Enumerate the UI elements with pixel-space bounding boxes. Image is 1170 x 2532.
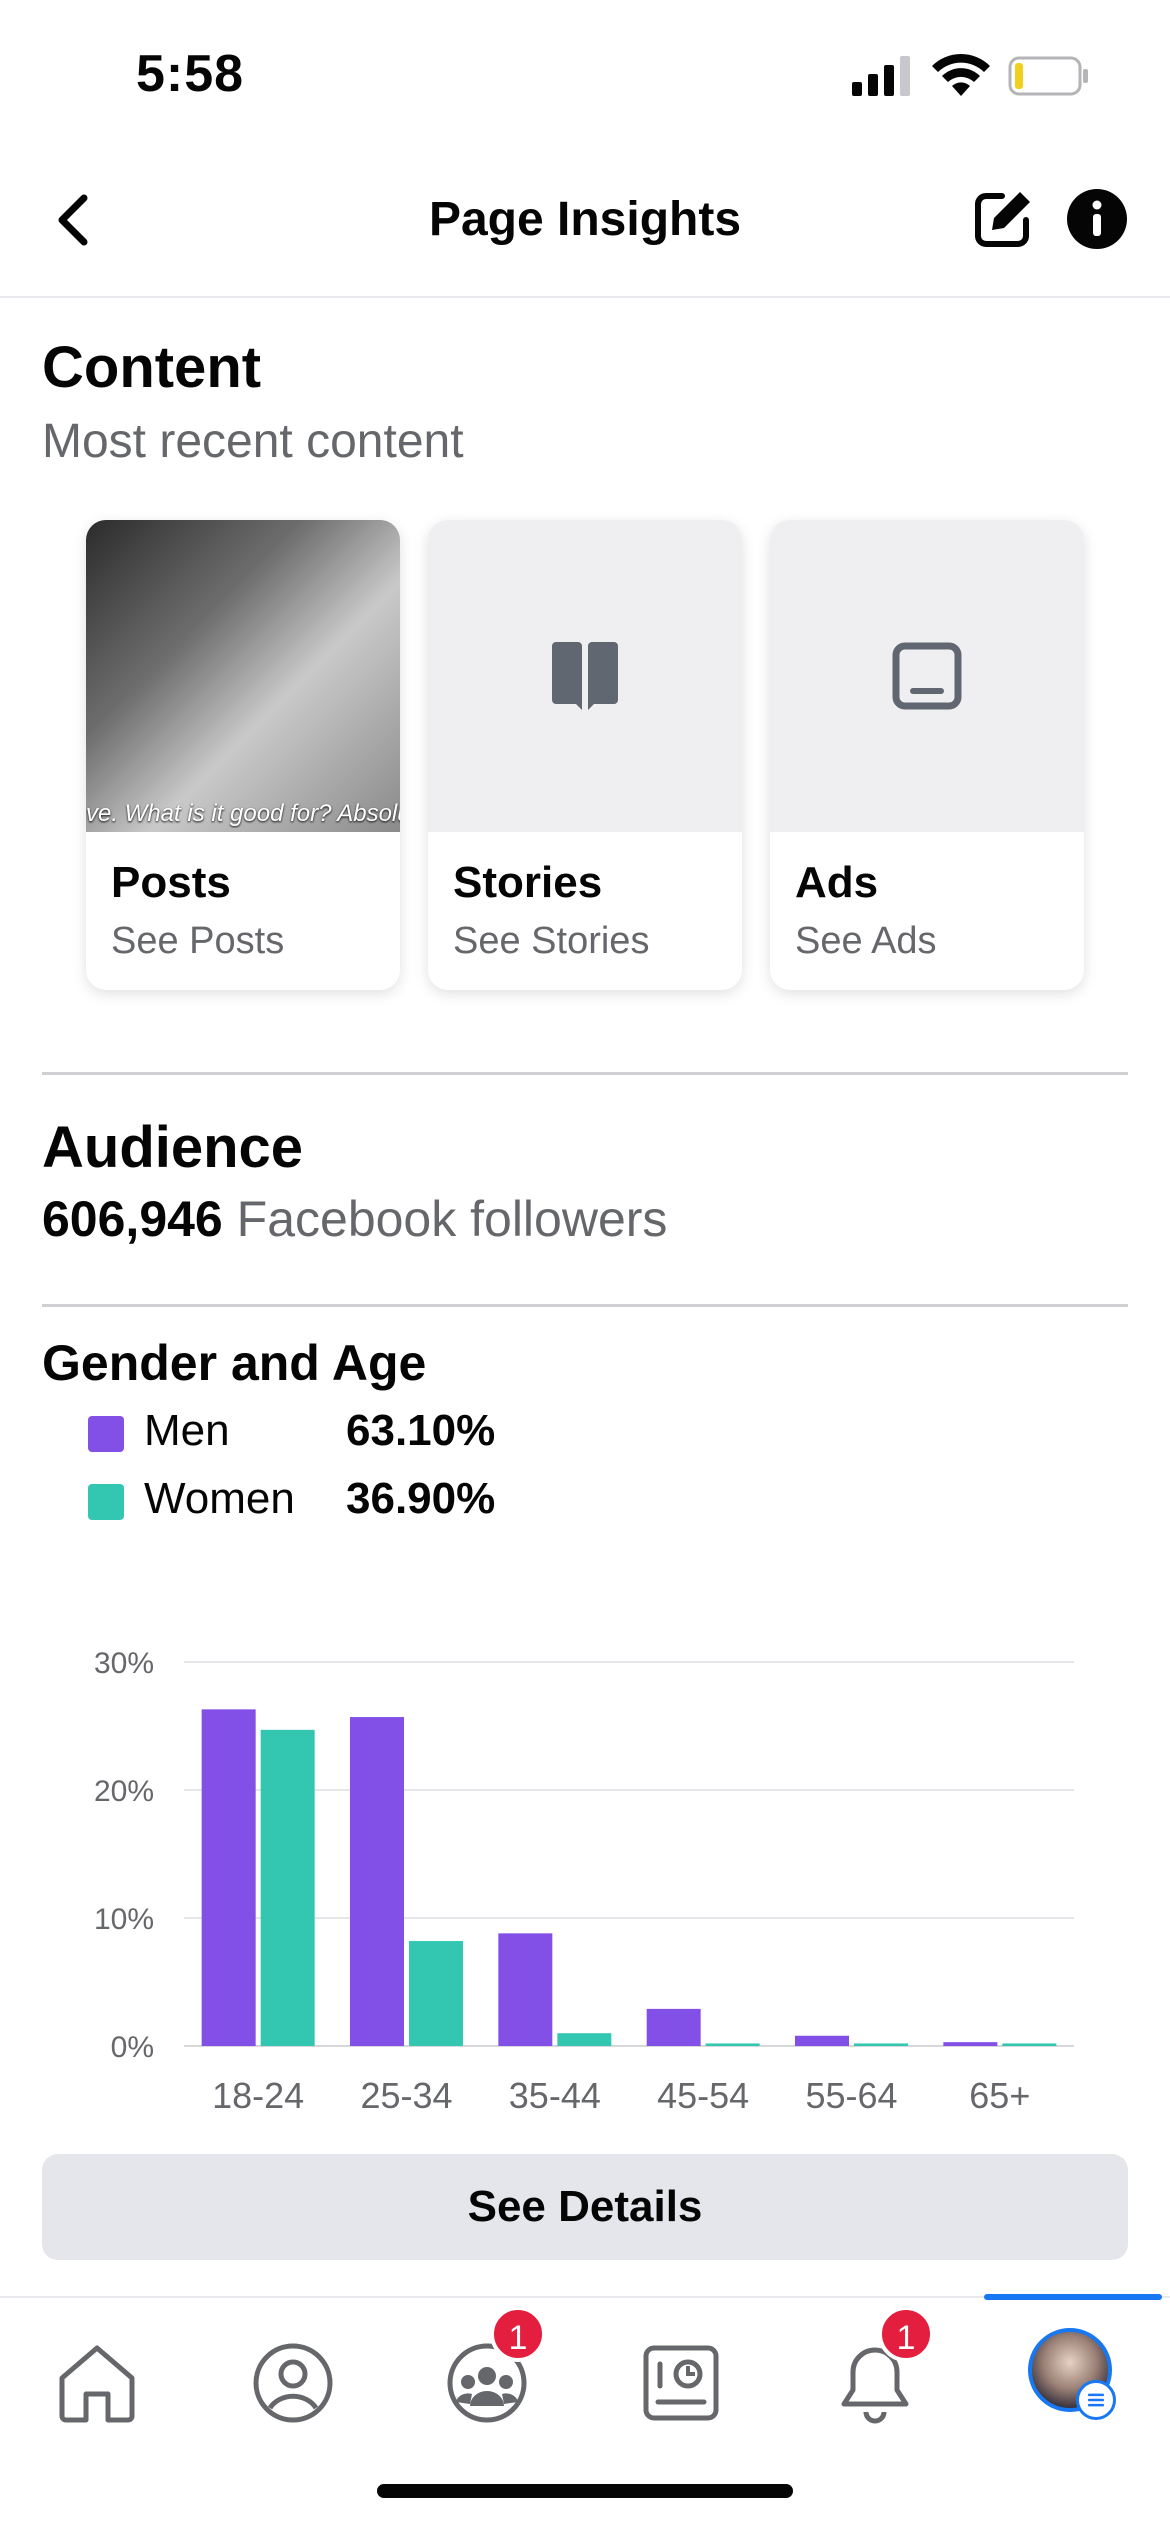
post-thumbnail-caption: ve. What is it good for? Absolu — [86, 800, 400, 827]
post-thumbnail: ve. What is it good for? Absolu — [86, 520, 400, 832]
gender-age-title: Gender and Age — [42, 1335, 427, 1391]
legend-value-women: 36.90% — [346, 1474, 496, 1523]
chart-bar-women-45-54[interactable] — [705, 2043, 760, 2046]
stories-card-link[interactable]: See Stories — [453, 920, 650, 962]
ads-card-link[interactable]: See Ads — [795, 920, 937, 962]
followers-count: 606,946 — [42, 1191, 223, 1247]
content-section-title: Content — [42, 335, 262, 400]
gender-age-bar-chart: 0% 10% 20% 30% 18-24 25-34 35-44 45-54 55-64 65+ — [94, 1647, 1074, 2116]
stories-card[interactable]: Stories See Stories — [428, 520, 742, 990]
ads-thumbnail — [770, 520, 1084, 832]
stories-card-title: Stories — [453, 858, 603, 907]
posts-card-link[interactable]: See Posts — [111, 920, 285, 962]
chart-bar-men-18-24[interactable] — [201, 1709, 256, 2046]
followers-summary: 606,946 Facebook followers — [42, 1190, 667, 1248]
chart-y-tick-label: 10% — [94, 1903, 154, 1936]
chart-bar-women-18-24[interactable] — [260, 1729, 315, 2046]
gender-age-chart: 0% 10% 20% 30% 18-24 25-34 35-44 45-54 55-64 65+ — [0, 1600, 1170, 2140]
battery-icon — [1008, 56, 1088, 96]
section-divider — [42, 1072, 1128, 1075]
audience-section-title: Audience — [42, 1115, 304, 1180]
back-arrow-icon[interactable] — [48, 190, 96, 250]
ads-card[interactable]: Ads See Ads — [770, 520, 1084, 990]
active-tab-indicator — [984, 2294, 1162, 2300]
legend-swatch-women — [88, 1484, 124, 1520]
section-divider — [42, 1304, 1128, 1307]
chart-bar-women-35-44[interactable] — [557, 2033, 612, 2046]
legend-label-women: Women — [144, 1474, 295, 1523]
chart-bar-women-25-34[interactable] — [409, 1941, 463, 2046]
chart-x-tick-label: 35-44 — [509, 2075, 601, 2116]
chart-bar-men-65+[interactable] — [943, 2042, 998, 2046]
chart-y-tick-label: 30% — [94, 1647, 154, 1680]
page-title: Page Insights — [428, 193, 742, 246]
home-indicator — [377, 2484, 793, 2498]
chart-y-tick-label: 20% — [94, 1775, 154, 1808]
stories-book-icon — [552, 642, 618, 710]
ads-screen-icon — [892, 642, 962, 710]
chart-x-tick-label: 45-54 — [657, 2075, 749, 2116]
chart-x-tick-label: 55-64 — [805, 2075, 897, 2116]
ads-card-title: Ads — [795, 858, 879, 907]
chart-bar-women-55-64[interactable] — [854, 2043, 908, 2046]
post-photo — [86, 520, 400, 832]
dashboard-icon[interactable] — [626, 2328, 736, 2438]
cellular-signal-icon — [852, 56, 910, 96]
chart-bar-men-55-64[interactable] — [795, 2035, 849, 2046]
status-bar: 5:58 — [0, 0, 1170, 150]
see-details-button[interactable]: See Details — [42, 2154, 1128, 2260]
stories-thumbnail — [428, 520, 742, 832]
chart-y-tick-label: 0% — [111, 2031, 154, 2064]
menu-icon — [1076, 2380, 1116, 2420]
top-nav-bar: Page Insights — [0, 150, 1170, 298]
legend-label-men: Men — [144, 1406, 230, 1455]
posts-card-title: Posts — [111, 858, 231, 907]
groups-icon[interactable] — [432, 2328, 542, 2438]
groups-badge: 1 — [490, 2306, 546, 2362]
legend-value-men: 63.10% — [346, 1406, 496, 1455]
info-icon[interactable] — [1066, 188, 1128, 250]
notifications-badge: 1 — [878, 2306, 934, 2362]
chart-x-tick-label: 18-24 — [212, 2075, 304, 2116]
chart-x-tick-label: 25-34 — [360, 2075, 452, 2116]
home-icon[interactable] — [42, 2328, 152, 2438]
profile-icon[interactable] — [238, 2328, 348, 2438]
posts-card[interactable]: ve. What is it good for? Absolu Posts Se… — [86, 520, 400, 990]
chart-bar-men-35-44[interactable] — [498, 1933, 553, 2046]
content-section-subtitle: Most recent content — [42, 415, 464, 468]
legend-swatch-men — [88, 1416, 124, 1452]
chart-bar-women-65+[interactable] — [1002, 2043, 1057, 2046]
edit-icon[interactable] — [972, 188, 1034, 250]
status-time: 5:58 — [136, 45, 245, 103]
wifi-icon — [932, 53, 990, 96]
chart-bar-men-25-34[interactable] — [350, 1717, 404, 2046]
chart-bar-men-45-54[interactable] — [646, 2008, 701, 2046]
followers-label: Facebook followers — [236, 1191, 668, 1247]
chart-x-tick-label: 65+ — [969, 2075, 1030, 2116]
